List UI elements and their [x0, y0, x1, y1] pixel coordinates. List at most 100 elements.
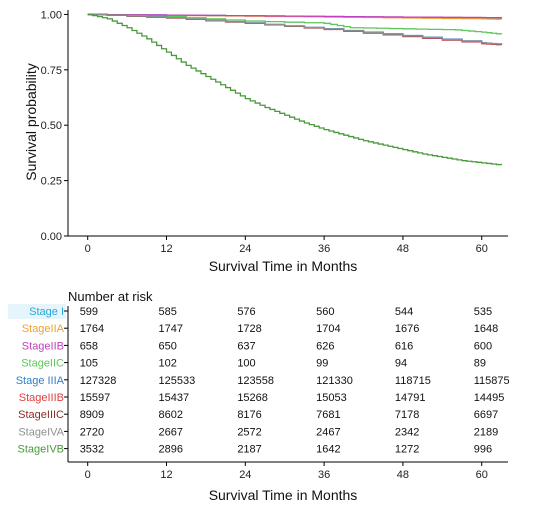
risk-table-x-ticks: 0 12 24 36 48 60 — [85, 462, 488, 481]
risk-count: 123558 — [237, 375, 274, 387]
risk-count: 127328 — [80, 375, 117, 387]
risk-count: 121330 — [316, 375, 353, 387]
risk-row: Stage I 599 585 576 560 544 535 — [8, 304, 492, 319]
risk-count: 99 — [316, 358, 328, 370]
stage-label: StageIVB — [18, 444, 64, 456]
risk-count: 115875 — [474, 375, 510, 387]
risk-x-tick-label: 60 — [476, 469, 488, 481]
risk-count: 2720 — [80, 426, 104, 438]
stage-label: Stage I — [29, 306, 64, 318]
risk-count: 599 — [80, 306, 98, 318]
series-lines — [87, 13, 503, 166]
risk-count: 125533 — [159, 375, 196, 387]
stage-label: StageIIC — [21, 358, 64, 370]
risk-table-x-axis-title: Survival Time in Months — [209, 487, 358, 503]
risk-count: 535 — [474, 306, 492, 318]
risk-count: 2572 — [237, 426, 261, 438]
risk-count: 8602 — [159, 409, 183, 421]
stage-label: StageIIB — [22, 340, 64, 352]
risk-row: StageIVA 2720 2667 2572 2467 2342 2189 — [18, 426, 498, 438]
y-tick-label: 0.00 — [41, 231, 62, 243]
risk-count: 1676 — [395, 323, 419, 335]
y-axis-title: Survival probability — [23, 63, 39, 181]
risk-count: 118715 — [395, 375, 431, 387]
risk-count: 14495 — [474, 392, 505, 404]
risk-count: 6697 — [474, 409, 498, 421]
y-tick-label: 0.25 — [41, 176, 62, 188]
risk-count: 996 — [474, 444, 492, 456]
risk-row: StageIIB 658 650 637 626 616 600 — [22, 340, 492, 352]
risk-row: StageIIA 1764 1747 1728 1704 1676 1648 — [22, 323, 498, 335]
x-tick-label: 24 — [239, 243, 251, 255]
risk-count: 650 — [159, 340, 177, 352]
risk-count: 626 — [316, 340, 334, 352]
risk-count: 100 — [237, 358, 255, 370]
risk-count: 105 — [80, 358, 98, 370]
risk-row: Stage IIIA 127328 125533 123558 121330 118715… — [16, 375, 510, 387]
series-line-stageiic — [87, 13, 503, 35]
risk-count: 1642 — [316, 444, 340, 456]
y-tick-label: 1.00 — [41, 9, 62, 21]
risk-count: 15597 — [80, 392, 111, 404]
x-tick-label: 12 — [160, 243, 172, 255]
risk-x-tick-label: 36 — [318, 469, 330, 481]
risk-count: 2896 — [159, 444, 183, 456]
risk-count: 616 — [395, 340, 413, 352]
risk-count: 2187 — [237, 444, 261, 456]
risk-x-tick-label: 0 — [85, 469, 91, 481]
risk-x-tick-label: 24 — [239, 469, 251, 481]
risk-count: 15437 — [159, 392, 190, 404]
risk-count: 1704 — [316, 323, 340, 335]
x-ticks: 0 12 24 36 48 60 — [85, 236, 488, 255]
risk-count: 2467 — [316, 426, 340, 438]
risk-count: 14791 — [395, 392, 426, 404]
risk-count: 576 — [237, 306, 255, 318]
risk-count: 600 — [474, 340, 492, 352]
series-line-stageiib — [87, 13, 503, 19]
risk-count: 8176 — [237, 409, 261, 421]
risk-count: 94 — [395, 358, 407, 370]
risk-count: 560 — [316, 306, 334, 318]
risk-count: 89 — [474, 358, 486, 370]
risk-count: 2342 — [395, 426, 419, 438]
risk-count: 1764 — [80, 323, 104, 335]
risk-count: 658 — [80, 340, 98, 352]
risk-table-rows: Stage I 599 585 576 560 544 535 StageIIA 1764 174… — [8, 304, 510, 456]
risk-count: 15053 — [316, 392, 347, 404]
series-line-stageiva — [87, 13, 503, 45]
stage-label: StageIIIB — [19, 392, 64, 404]
y-tick-label: 0.50 — [41, 120, 62, 132]
risk-row: StageIVB 3532 2896 2187 1642 1272 996 — [18, 444, 493, 456]
risk-row: StageIIIC 8909 8602 8176 7681 7178 6697 — [18, 409, 498, 421]
x-tick-label: 36 — [318, 243, 330, 255]
risk-count: 1747 — [159, 323, 183, 335]
risk-count: 7681 — [316, 409, 340, 421]
risk-count: 7178 — [395, 409, 419, 421]
km-plot: 0.00 0.25 0.50 0.75 1.00 0 12 24 36 48 60 Surviva… — [23, 9, 508, 274]
risk-count: 1728 — [237, 323, 261, 335]
y-ticks: 0.00 0.25 0.50 0.75 1.00 — [41, 9, 68, 243]
risk-count: 544 — [395, 306, 413, 318]
risk-count: 3532 — [80, 444, 104, 456]
risk-table: Number at risk Stage I 599 585 576 560 544 535… — [8, 289, 510, 503]
risk-count: 2189 — [474, 426, 498, 438]
risk-x-tick-label: 48 — [397, 469, 409, 481]
risk-count: 637 — [237, 340, 255, 352]
series-line-stageivb — [87, 13, 503, 166]
risk-count: 585 — [159, 306, 177, 318]
risk-count: 1648 — [474, 323, 498, 335]
risk-count: 8909 — [80, 409, 104, 421]
stage-label: StageIIIC — [18, 409, 64, 421]
stage-label: StageIIA — [22, 323, 65, 335]
stage-label: Stage IIIA — [16, 375, 65, 387]
stage-label-highlight — [8, 304, 66, 319]
x-tick-label: 60 — [476, 243, 488, 255]
risk-count: 1272 — [395, 444, 419, 456]
risk-table-title: Number at risk — [68, 289, 153, 304]
x-axis-title: Survival Time in Months — [209, 258, 358, 274]
risk-row: StageIIC 105 102 100 99 94 89 — [21, 358, 486, 370]
x-tick-label: 0 — [85, 243, 91, 255]
risk-row: StageIIIB 15597 15437 15268 15053 14791 14495 — [19, 392, 505, 404]
risk-x-tick-label: 12 — [160, 469, 172, 481]
